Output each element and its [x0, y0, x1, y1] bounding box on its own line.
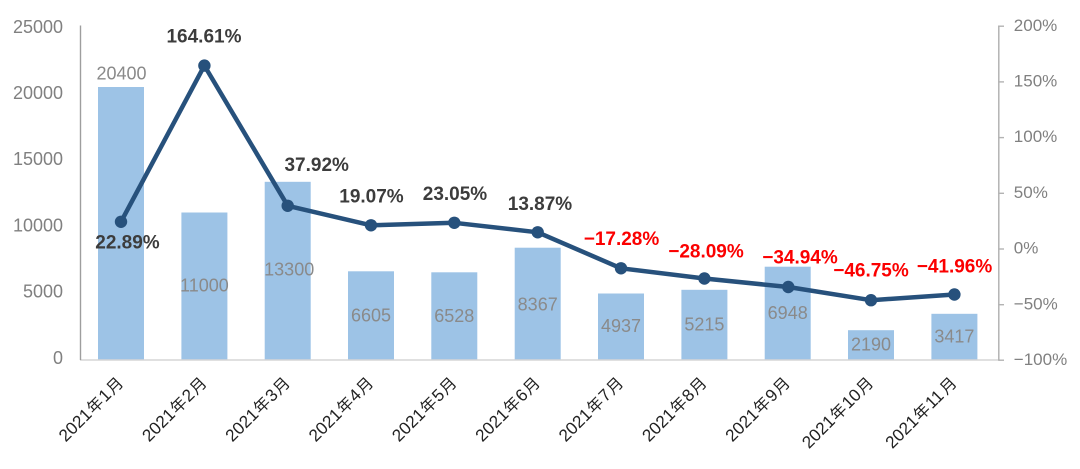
- svg-text:1: 1: [94, 385, 115, 406]
- svg-text:4937: 4937: [601, 316, 641, 336]
- svg-text:−17.28%: −17.28%: [584, 229, 660, 250]
- svg-text:8: 8: [678, 385, 699, 406]
- svg-text:2021: 2021: [304, 404, 345, 445]
- svg-text:5: 5: [427, 385, 448, 406]
- svg-text:−46.75%: −46.75%: [833, 261, 909, 282]
- svg-text:25000: 25000: [13, 17, 63, 37]
- svg-text:19.07%: 19.07%: [339, 186, 404, 207]
- svg-text:5000: 5000: [23, 282, 63, 302]
- svg-text:20400: 20400: [96, 64, 146, 84]
- svg-text:9: 9: [761, 385, 782, 406]
- svg-text:50%: 50%: [1014, 183, 1048, 202]
- svg-text:15000: 15000: [13, 149, 63, 169]
- svg-text:3: 3: [261, 385, 282, 406]
- svg-text:6605: 6605: [351, 306, 391, 326]
- svg-text:2021: 2021: [554, 404, 595, 445]
- svg-text:150%: 150%: [1014, 72, 1057, 91]
- svg-text:2021: 2021: [721, 404, 762, 445]
- svg-text:0%: 0%: [1014, 239, 1039, 258]
- svg-text:23.05%: 23.05%: [423, 184, 488, 205]
- svg-text:2190: 2190: [851, 335, 891, 355]
- svg-text:10: 10: [837, 385, 865, 413]
- svg-text:20000: 20000: [13, 83, 63, 103]
- svg-text:−100%: −100%: [1014, 350, 1067, 369]
- svg-text:3417: 3417: [934, 327, 974, 347]
- svg-text:100%: 100%: [1014, 127, 1057, 146]
- svg-text:2021: 2021: [881, 411, 922, 452]
- svg-text:13.87%: 13.87%: [508, 194, 573, 215]
- svg-text:0: 0: [53, 348, 63, 368]
- svg-text:2021: 2021: [798, 411, 839, 452]
- svg-text:7: 7: [594, 385, 615, 406]
- svg-text:2: 2: [178, 385, 199, 406]
- svg-text:6948: 6948: [768, 303, 808, 323]
- svg-text:4: 4: [344, 384, 365, 405]
- svg-text:2021: 2021: [388, 404, 429, 445]
- svg-text:22.89%: 22.89%: [95, 232, 160, 253]
- svg-text:37.92%: 37.92%: [284, 155, 349, 176]
- svg-text:8367: 8367: [518, 295, 558, 315]
- svg-text:13300: 13300: [264, 260, 314, 280]
- svg-text:2021: 2021: [221, 404, 262, 445]
- svg-text:10000: 10000: [13, 215, 63, 235]
- svg-text:11000: 11000: [180, 276, 229, 296]
- svg-text:−50%: −50%: [1014, 294, 1058, 313]
- svg-text:6: 6: [511, 385, 532, 406]
- svg-text:−34.94%: −34.94%: [762, 248, 838, 269]
- svg-text:5215: 5215: [684, 315, 724, 335]
- svg-text:164.61%: 164.61%: [166, 27, 241, 48]
- svg-text:−28.09%: −28.09%: [668, 241, 744, 262]
- svg-text:2021: 2021: [471, 404, 512, 445]
- svg-text:2021: 2021: [54, 404, 95, 445]
- svg-text:2021: 2021: [138, 404, 179, 445]
- svg-text:2021: 2021: [638, 404, 679, 445]
- svg-text:6528: 6528: [434, 306, 474, 326]
- svg-text:11: 11: [921, 386, 948, 413]
- svg-text:200%: 200%: [1014, 16, 1057, 35]
- svg-text:−41.96%: −41.96%: [917, 257, 993, 278]
